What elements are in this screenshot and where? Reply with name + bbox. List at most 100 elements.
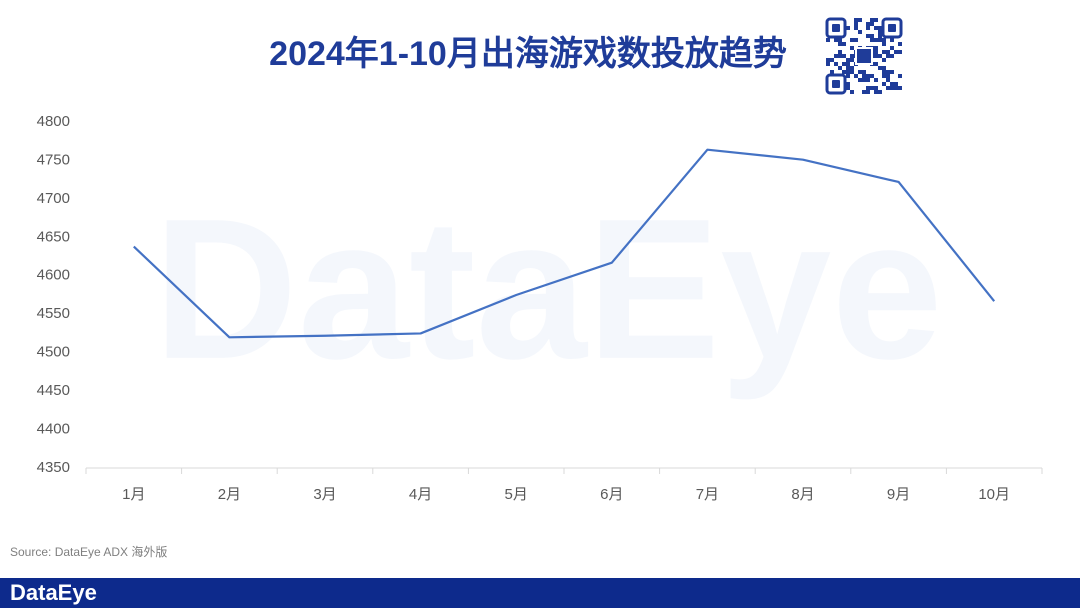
qr-cell <box>890 46 894 50</box>
qr-code <box>825 17 903 95</box>
qr-finder <box>832 24 840 32</box>
y-tick-label: 4650 <box>37 228 70 245</box>
qr-cell <box>882 66 886 70</box>
qr-cell <box>870 18 874 22</box>
qr-cell <box>874 54 878 58</box>
qr-cell <box>882 74 886 78</box>
watermark: DataEye <box>153 178 942 401</box>
qr-cell <box>850 38 854 42</box>
qr-cell <box>846 86 850 90</box>
x-tick-label: 3月 <box>313 486 336 503</box>
qr-cell <box>874 86 878 90</box>
x-tick-label: 7月 <box>696 486 719 503</box>
qr-cell <box>846 58 850 62</box>
qr-cell <box>850 54 854 58</box>
qr-cell <box>846 62 850 66</box>
qr-cell <box>854 18 858 22</box>
qr-cell <box>874 46 878 50</box>
x-tick-label: 1月 <box>122 486 145 503</box>
qr-cell <box>878 34 882 38</box>
qr-cell <box>862 74 866 78</box>
y-tick-label: 4600 <box>37 267 70 284</box>
qr-cell <box>898 86 902 90</box>
qr-cell <box>834 38 838 42</box>
qr-cell <box>862 78 866 82</box>
qr-cell <box>890 86 894 90</box>
qr-cell <box>866 34 870 38</box>
qr-cell <box>846 66 850 70</box>
qr-cell <box>870 34 874 38</box>
qr-cell <box>890 82 894 86</box>
qr-cell <box>882 70 886 74</box>
qr-cell <box>850 46 854 50</box>
qr-cell <box>850 90 854 94</box>
qr-cell <box>866 86 870 90</box>
qr-cell <box>878 54 882 58</box>
qr-cell <box>850 58 854 62</box>
qr-cell <box>886 50 890 54</box>
qr-cell <box>834 54 838 58</box>
qr-cell <box>854 26 858 30</box>
x-tick-label: 5月 <box>505 486 528 503</box>
qr-cell <box>854 22 858 26</box>
qr-cell <box>826 62 830 66</box>
qr-cell <box>826 38 830 42</box>
qr-cell <box>870 74 874 78</box>
qr-cell <box>854 38 858 42</box>
qr-cell <box>830 58 834 62</box>
qr-cell <box>882 50 886 54</box>
qr-cell <box>878 30 882 34</box>
qr-finder <box>825 73 847 95</box>
qr-cell <box>858 70 862 74</box>
y-tick-label: 4750 <box>37 151 70 168</box>
qr-cell <box>830 70 834 74</box>
qr-cell <box>882 82 886 86</box>
qr-cell <box>838 66 842 70</box>
qr-finder <box>881 17 903 39</box>
qr-cell <box>874 18 878 22</box>
qr-cell <box>838 54 842 58</box>
y-tick-label: 4350 <box>37 459 70 476</box>
qr-cell <box>878 66 882 70</box>
qr-cell <box>826 58 830 62</box>
x-tick-label: 10月 <box>978 486 1010 503</box>
qr-cell <box>898 50 902 54</box>
x-tick-label: 9月 <box>887 486 910 503</box>
qr-cell <box>878 38 882 42</box>
qr-cell <box>890 38 894 42</box>
qr-cell <box>870 38 874 42</box>
y-tick-label: 4700 <box>37 190 70 207</box>
y-tick-label: 4450 <box>37 382 70 399</box>
qr-cell <box>842 62 846 66</box>
qr-cell <box>850 66 854 70</box>
qr-cell <box>898 42 902 46</box>
qr-cell <box>846 82 850 86</box>
qr-cell <box>874 78 878 82</box>
qr-cell <box>842 70 846 74</box>
qr-cell <box>858 30 862 34</box>
qr-cell <box>886 78 890 82</box>
qr-finder <box>825 17 847 39</box>
qr-cell <box>882 38 886 42</box>
qr-cell <box>858 18 862 22</box>
qr-cell <box>886 74 890 78</box>
qr-cell <box>846 26 850 30</box>
x-tick-label: 4月 <box>409 486 432 503</box>
qr-finder <box>832 80 840 88</box>
qr-cell <box>866 90 870 94</box>
qr-cell <box>886 54 890 58</box>
qr-cell <box>874 26 878 30</box>
qr-cell <box>842 54 846 58</box>
qr-cell <box>874 90 878 94</box>
qr-cell <box>838 42 842 46</box>
qr-cell <box>886 70 890 74</box>
qr-cell <box>886 86 890 90</box>
qr-cell <box>874 38 878 42</box>
qr-cell <box>894 50 898 54</box>
qr-cell <box>894 86 898 90</box>
y-tick-label: 4800 <box>37 113 70 130</box>
footer-brand: DataEye <box>10 580 97 605</box>
qr-cell <box>862 70 866 74</box>
qr-logo <box>855 47 873 65</box>
y-tick-label: 4400 <box>37 421 70 438</box>
